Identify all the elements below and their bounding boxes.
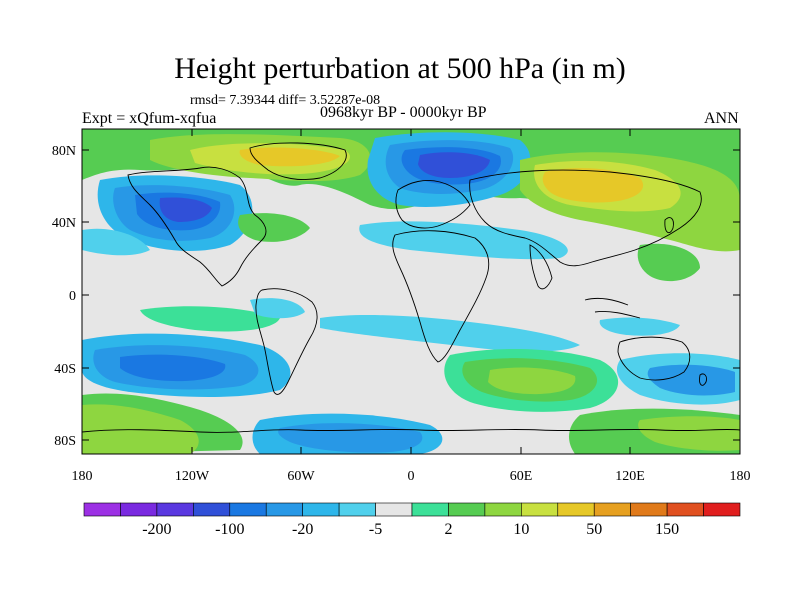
lon-tick-label: 120W <box>175 469 210 484</box>
colorbar-label: 150 <box>655 521 679 538</box>
colorbar-swatch <box>411 502 449 517</box>
colorbar-swatch <box>630 502 668 517</box>
axis-ticks <box>81 129 741 454</box>
contour-antarctic-band-yellow <box>82 404 199 454</box>
colorbar-labels: -200 -100 -20 -5 2 10 50 150 <box>142 521 679 538</box>
contour-asia-positive-core <box>542 168 644 203</box>
colorbar-swatch <box>302 502 340 517</box>
experiment-label: Expt = xQfum-xqfua <box>82 110 217 127</box>
contour-europe-negative-peak <box>418 152 490 178</box>
lat-tick-label: 40N <box>52 216 76 231</box>
coast-new-zealand <box>699 373 707 386</box>
colorbar-swatch <box>703 502 741 517</box>
lat-tick-label: 80S <box>54 434 76 449</box>
contour-maritime-cyan <box>599 317 680 336</box>
coast-south-america <box>255 288 318 395</box>
colorbar-swatch <box>193 502 231 517</box>
contour-subtropic-cyan <box>359 221 568 260</box>
coast-india <box>529 244 553 290</box>
lat-labels: 80N 40N 0 40S 80S <box>52 144 76 449</box>
coast-asia <box>469 169 702 267</box>
contour-eastpac-cyan <box>250 298 305 319</box>
colorbar-swatch <box>265 502 303 517</box>
contour-indian-cyan <box>320 315 580 352</box>
colorbar-swatch <box>593 502 631 517</box>
colorbar-label: -5 <box>369 521 382 538</box>
contour-pacific-cyan <box>82 228 150 256</box>
colorbar-label: 10 <box>513 521 529 538</box>
colorbar-swatch <box>156 502 194 517</box>
contour-westpac-green <box>637 243 700 282</box>
map-title: Height perturbation at 500 hPa (in m) <box>174 52 626 85</box>
lon-tick-label: 180 <box>730 469 751 484</box>
colorbar-swatch <box>448 502 486 517</box>
colorbar-swatch <box>83 502 121 517</box>
coast-australia <box>617 336 691 381</box>
lat-tick-label: 0 <box>69 289 76 304</box>
coast-greenland <box>249 142 347 181</box>
colorbar-swatch <box>557 502 595 517</box>
coast-north-america <box>127 166 267 287</box>
contour-tropical-green <box>140 306 280 332</box>
colorbar-swatch <box>666 502 704 517</box>
contour-greenland-peak <box>239 147 340 167</box>
lon-tick-label: 120E <box>615 469 645 484</box>
contour-antarctic-east-yellow <box>638 416 740 451</box>
colorbar-swatch <box>229 502 267 517</box>
lat-tick-label: 40S <box>54 362 76 377</box>
contour-atlantic-positive <box>238 213 310 242</box>
coast-europe <box>395 179 471 229</box>
colorbar <box>83 502 741 517</box>
coast-indonesia <box>584 297 641 319</box>
coast-antarctica <box>82 428 740 433</box>
lon-labels: 180 120W 60W 0 60E 120E 180 <box>72 469 751 484</box>
coast-africa <box>392 230 490 363</box>
lon-tick-label: 60W <box>287 469 315 484</box>
lon-tick-label: 180 <box>72 469 93 484</box>
period-label: 0968kyr BP - 0000kyr BP <box>320 104 487 121</box>
contour-south-pacific-core <box>120 354 226 382</box>
colorbar-label: -100 <box>215 521 244 538</box>
contour-namerica-negative-peak <box>159 197 212 222</box>
contour-south-indian-core <box>488 367 576 395</box>
colorbar-label: -200 <box>142 521 171 538</box>
contour-australia-blue <box>647 364 735 396</box>
coastlines <box>82 142 740 433</box>
lon-tick-label: 60E <box>510 469 533 484</box>
colorbar-label: -20 <box>292 521 313 538</box>
colorbar-swatch <box>375 502 413 517</box>
season-label: ANN <box>704 110 739 127</box>
colorbar-swatch <box>484 502 522 517</box>
coast-japan <box>664 217 674 234</box>
colorbar-swatch <box>338 502 376 517</box>
lon-tick-label: 0 <box>408 469 415 484</box>
colorbar-label: 2 <box>444 521 452 538</box>
lat-tick-label: 80N <box>52 144 76 159</box>
colorbar-swatch <box>521 502 559 517</box>
colorbar-swatch <box>120 502 158 517</box>
colorbar-label: 50 <box>586 521 602 538</box>
stats-text: rmsd= 7.39344 diff= 3.52287e-08 <box>190 93 381 108</box>
